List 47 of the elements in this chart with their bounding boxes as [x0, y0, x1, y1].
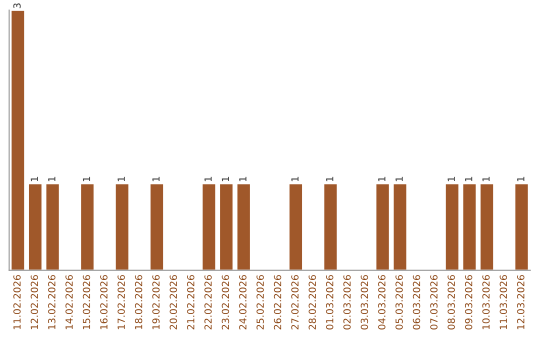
x-tick-label: 12.02.2026	[30, 275, 38, 330]
x-tick-label: 22.02.2026	[204, 275, 212, 330]
data-label: 1	[378, 176, 386, 182]
data-label: 1	[326, 176, 334, 182]
x-tick-label: 06.03.2026	[412, 275, 420, 330]
data-label: 1	[118, 176, 125, 182]
data-label: 1	[48, 176, 56, 182]
data-label: 3	[13, 3, 21, 8]
x-tick-label: 11.02.2026	[13, 275, 21, 330]
data-label: 1	[30, 176, 38, 182]
data-label: 1	[517, 176, 524, 182]
x-tick-label: 05.03.2026	[395, 275, 403, 330]
x-tick-label: 02.03.2026	[343, 275, 351, 330]
x-tick-label: 20.02.2026	[170, 275, 178, 330]
x-tick-label: 26.02.2026	[274, 275, 282, 330]
data-label: 1	[291, 176, 298, 182]
x-tick-label: 08.03.2026	[448, 275, 455, 330]
x-tick-label: 27.02.2026	[291, 275, 299, 330]
x-tick-label: 19.02.2026	[152, 275, 160, 330]
x-tick-label: 13.02.2026	[48, 275, 56, 330]
data-label: 1	[204, 176, 212, 182]
x-tick-label: 04.03.2026	[378, 275, 386, 330]
x-tick-label: 21.02.2026	[187, 275, 194, 330]
x-tick-label: 09.03.2026	[464, 275, 472, 330]
data-label: 1	[152, 176, 160, 182]
x-tick-label: 10.03.2026	[482, 275, 490, 330]
x-tick-label: 12.03.2026	[517, 275, 524, 330]
x-tick-label: 01.03.2026	[326, 275, 334, 330]
data-label: 1	[222, 176, 229, 182]
data-label: 1	[465, 176, 472, 182]
data-label: 1	[239, 176, 246, 182]
data-label: 1	[396, 176, 403, 182]
x-tick-label: 17.02.2026	[118, 275, 125, 330]
x-tick-label: 07.03.2026	[430, 275, 438, 330]
x-tick-label: 18.02.2026	[134, 275, 142, 330]
data-label: 1	[482, 176, 490, 182]
x-tick-label: 14.02.2026	[65, 275, 73, 330]
x-tick-label: 24.02.2026	[239, 275, 246, 330]
data-label: 1	[448, 176, 455, 182]
x-tick-label: 15.02.2026	[82, 275, 90, 330]
x-tick-label: 23.02.2026	[222, 275, 230, 330]
x-tick-label: 03.03.2026	[360, 275, 368, 330]
x-tick-label: 25.02.2026	[256, 275, 264, 330]
x-tick-label: 16.02.2026	[100, 275, 108, 330]
x-tick-label: 11.03.2026	[500, 275, 508, 330]
x-tick-label: 28.02.2026	[308, 275, 316, 330]
data-label: 1	[82, 176, 90, 182]
